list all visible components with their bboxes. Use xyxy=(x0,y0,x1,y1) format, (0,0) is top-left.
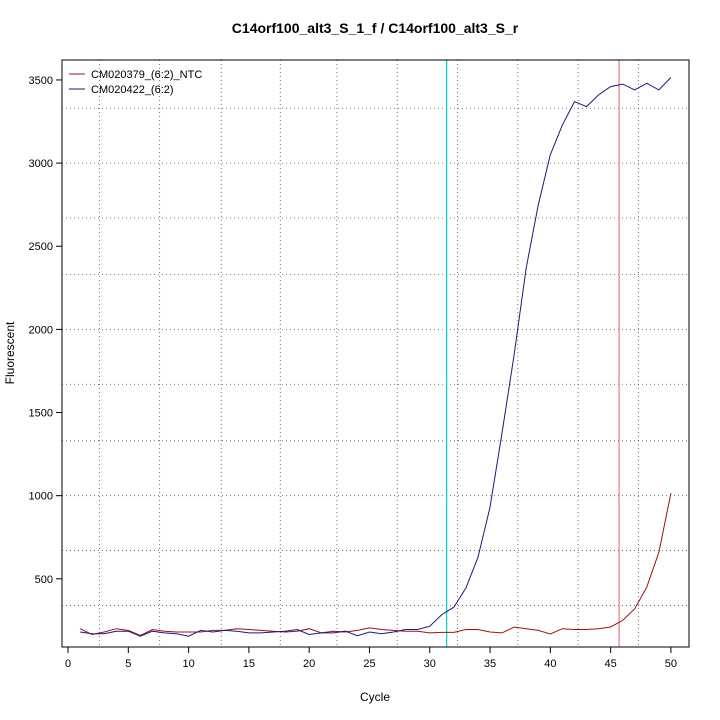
x-tick-label: 50 xyxy=(665,658,677,670)
series-line xyxy=(79,493,672,636)
x-tick-label: 40 xyxy=(544,658,556,670)
legend-label: CM020422_(6:2) xyxy=(91,84,174,96)
x-tick-label: 25 xyxy=(363,658,375,670)
x-tick-label: 15 xyxy=(243,658,255,670)
x-tick-label: 0 xyxy=(65,658,71,670)
y-tick-label: 1500 xyxy=(29,408,53,420)
y-tick-label: 2000 xyxy=(29,324,53,336)
y-tick-label: 3000 xyxy=(29,158,53,170)
y-tick-label: 2500 xyxy=(29,241,53,253)
x-tick-label: 45 xyxy=(605,658,617,670)
grid xyxy=(62,60,689,647)
series-line xyxy=(80,77,672,637)
markers xyxy=(446,60,620,647)
x-tick-label: 30 xyxy=(424,658,436,670)
y-tick-label: 500 xyxy=(35,574,53,586)
y-tick-label: 3500 xyxy=(29,75,53,87)
y-axis-label: Fluorescent xyxy=(3,321,17,384)
chart-title: C14orf100_alt3_S_1_f / C14orf100_alt3_S_… xyxy=(232,20,519,36)
x-axis-label: Cycle xyxy=(360,690,390,704)
y-tick-label: 1000 xyxy=(29,491,53,503)
x-tick-label: 35 xyxy=(484,658,496,670)
plot-frame xyxy=(61,59,690,648)
series-group xyxy=(79,77,672,637)
x-tick-label: 10 xyxy=(182,658,194,670)
legend: CM020379_(6:2)_NTC CM020422_(6:2) xyxy=(69,69,202,96)
x-tick-label: 20 xyxy=(303,658,315,670)
x-axis: 0 5 10 15 20 25 30 35 40 45 50 xyxy=(65,647,677,670)
y-axis: 500 1000 1500 2000 2500 3000 3500 xyxy=(29,75,62,586)
x-tick-label: 5 xyxy=(125,658,131,670)
legend-label: CM020379_(6:2)_NTC xyxy=(91,69,202,81)
